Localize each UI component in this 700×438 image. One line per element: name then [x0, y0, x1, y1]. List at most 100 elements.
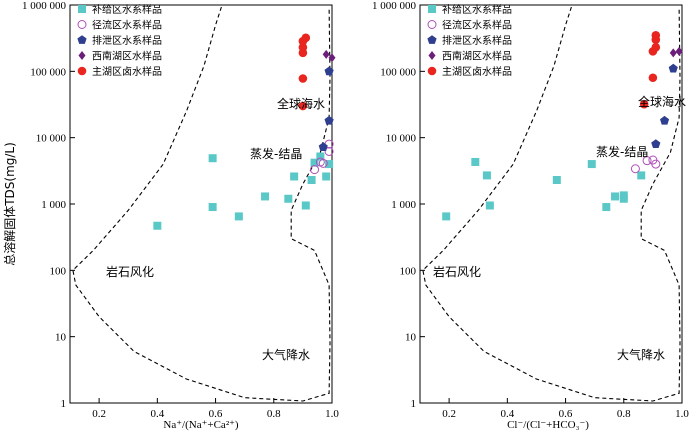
- right-y-tick-label: 100 000: [380, 66, 416, 78]
- left-x-axis-label: Na⁺/(Na⁺+Ca²⁺): [163, 419, 239, 431]
- left-x-tick-label: 0.2: [92, 408, 106, 420]
- left-series-0-point: [208, 203, 217, 212]
- right-series-4-point: [651, 30, 661, 40]
- left-series-0-point: [261, 192, 270, 201]
- right-series-3-point: [669, 48, 677, 58]
- left-series-4-point: [298, 43, 308, 52]
- right-series-0-point: [471, 157, 480, 166]
- right-precipitation-label: 大气降水: [617, 347, 665, 362]
- right-series-0-point: [637, 171, 646, 180]
- left-y-tick-label: 10 000: [36, 133, 67, 145]
- right-y-tick-label: 10: [405, 332, 417, 344]
- left-y-tick-label: 1 000 000: [22, 0, 67, 12]
- right-panel: 1 10 100 1 000 10 000 100 000 1 000 000 0.2 0.4…: [372, 0, 689, 431]
- left-legend-marker-1: [77, 20, 87, 29]
- left-data-points: [153, 33, 336, 230]
- left-series-0-point: [234, 212, 243, 221]
- left-y-ticks: 1 10 100 1 000 10 000 100 000 1 000 000: [22, 0, 75, 410]
- right-series-4-point: [651, 43, 661, 52]
- right-x-tick-label: 0.8: [617, 408, 631, 420]
- left-series-0-point: [316, 152, 325, 161]
- right-series-0-point: [485, 201, 494, 210]
- right-evaporation-label: 蒸发-结晶: [596, 144, 648, 159]
- right-series-0-point: [619, 191, 628, 200]
- right-x-tick-label: 0.6: [559, 408, 573, 420]
- left-series-4-point: [298, 101, 308, 111]
- left-legend-marker-0: [78, 5, 86, 13]
- right-series-0-point: [602, 203, 611, 212]
- left-series-0-point: [325, 160, 334, 169]
- right-rock-label: 岩石风化: [433, 264, 481, 279]
- left-legend-marker-2: [77, 35, 87, 44]
- right-legend-label-0: 补给区水系样品: [442, 3, 512, 16]
- right-legend-marker-1: [427, 20, 437, 29]
- right-series-4-point: [648, 73, 658, 83]
- left-legend-label-1: 径流区水系样品: [92, 19, 162, 32]
- left-y-tick-label: 10: [55, 332, 67, 344]
- left-series-1-point: [310, 165, 320, 175]
- left-x-tick-label: 0.8: [267, 408, 281, 420]
- left-y-tick-label: 100: [50, 265, 67, 277]
- right-y-tick-label: 10 000: [386, 133, 417, 145]
- left-series-0-point: [208, 154, 217, 163]
- left-legend-marker-4: [77, 66, 87, 76]
- right-series-0-point: [611, 192, 620, 201]
- left-y-tick-label: 1: [61, 398, 67, 410]
- right-y-tick-label: 100: [400, 265, 417, 277]
- left-seawater-label: 全球海水: [277, 96, 325, 111]
- right-legend-label-4: 主湖区卤水样品: [442, 65, 512, 78]
- right-x-ticks: 0.2 0.4 0.6 0.8 1.0: [442, 398, 689, 420]
- right-legend-marker-4: [427, 66, 437, 76]
- left-series-3-point: [322, 49, 330, 59]
- right-legend-label-2: 排泄区水系样品: [442, 34, 512, 47]
- right-x-tick-label: 0.4: [500, 408, 514, 420]
- left-legend-label-3: 西南湖区水样品: [92, 50, 162, 63]
- left-y-tick-label: 100 000: [30, 66, 66, 78]
- right-series-2-point: [660, 115, 670, 125]
- right-plot-frame: [419, 4, 683, 404]
- left-series-0-point: [290, 172, 299, 181]
- left-y-tick-label: 1 000: [41, 199, 66, 211]
- right-series-1-point: [651, 159, 661, 169]
- left-series-0-point: [284, 194, 293, 203]
- right-y-tick-label: 1 000: [391, 199, 416, 211]
- right-series-0-point: [442, 212, 451, 221]
- left-evaporation-label: 蒸发-结晶: [250, 146, 302, 161]
- right-legend-marker-3: [428, 51, 436, 60]
- left-series-1-point: [324, 146, 334, 156]
- right-series-2-point: [651, 139, 661, 148]
- right-series-0-point: [482, 171, 491, 180]
- right-series-2-point: [668, 63, 678, 73]
- right-series-1-point: [630, 164, 640, 174]
- left-series-2-point: [324, 66, 334, 76]
- right-legend-marker-2: [427, 35, 437, 44]
- left-series-4-point: [298, 74, 308, 83]
- right-series-1-point: [642, 156, 652, 166]
- left-legend-label-0: 补给区水系样品: [92, 3, 162, 16]
- right-series-4-point: [639, 99, 649, 109]
- left-series-1-point: [318, 158, 328, 168]
- right-series-0-point: [552, 176, 561, 185]
- left-legend-marker-3: [78, 51, 86, 60]
- right-y-ticks: 1 10 100 1 000 10 000 100 000 1 000 000: [372, 0, 425, 410]
- left-series-0-point: [307, 176, 316, 185]
- right-data-points: [442, 30, 683, 221]
- left-x-tick-label: 1.0: [325, 408, 339, 420]
- left-precipitation-label: 大气降水: [262, 347, 310, 362]
- left-panel: 1 10 100 1 000 10 000 100 000 1 000 000 0.2 0.4…: [22, 0, 339, 431]
- right-seawater-label: 全球海水: [638, 94, 686, 109]
- left-rock-label: 岩石风化: [106, 264, 154, 279]
- right-legend-marker-0: [428, 5, 436, 13]
- left-legend-label-4: 主湖区卤水样品: [92, 65, 162, 78]
- left-legend-label-2: 排泄区水系样品: [92, 34, 162, 47]
- right-y-tick-label: 1: [411, 398, 417, 410]
- left-series-0-point: [153, 221, 162, 230]
- left-x-tick-label: 0.4: [150, 408, 164, 420]
- left-plot-frame: [69, 4, 333, 404]
- right-x-tick-label: 0.2: [442, 408, 456, 420]
- y-axis-label: 总溶解固体TDS(mg/L): [2, 142, 17, 266]
- right-legend-label-3: 西南湖区水样品: [442, 50, 512, 63]
- right-series-0-point: [587, 160, 596, 169]
